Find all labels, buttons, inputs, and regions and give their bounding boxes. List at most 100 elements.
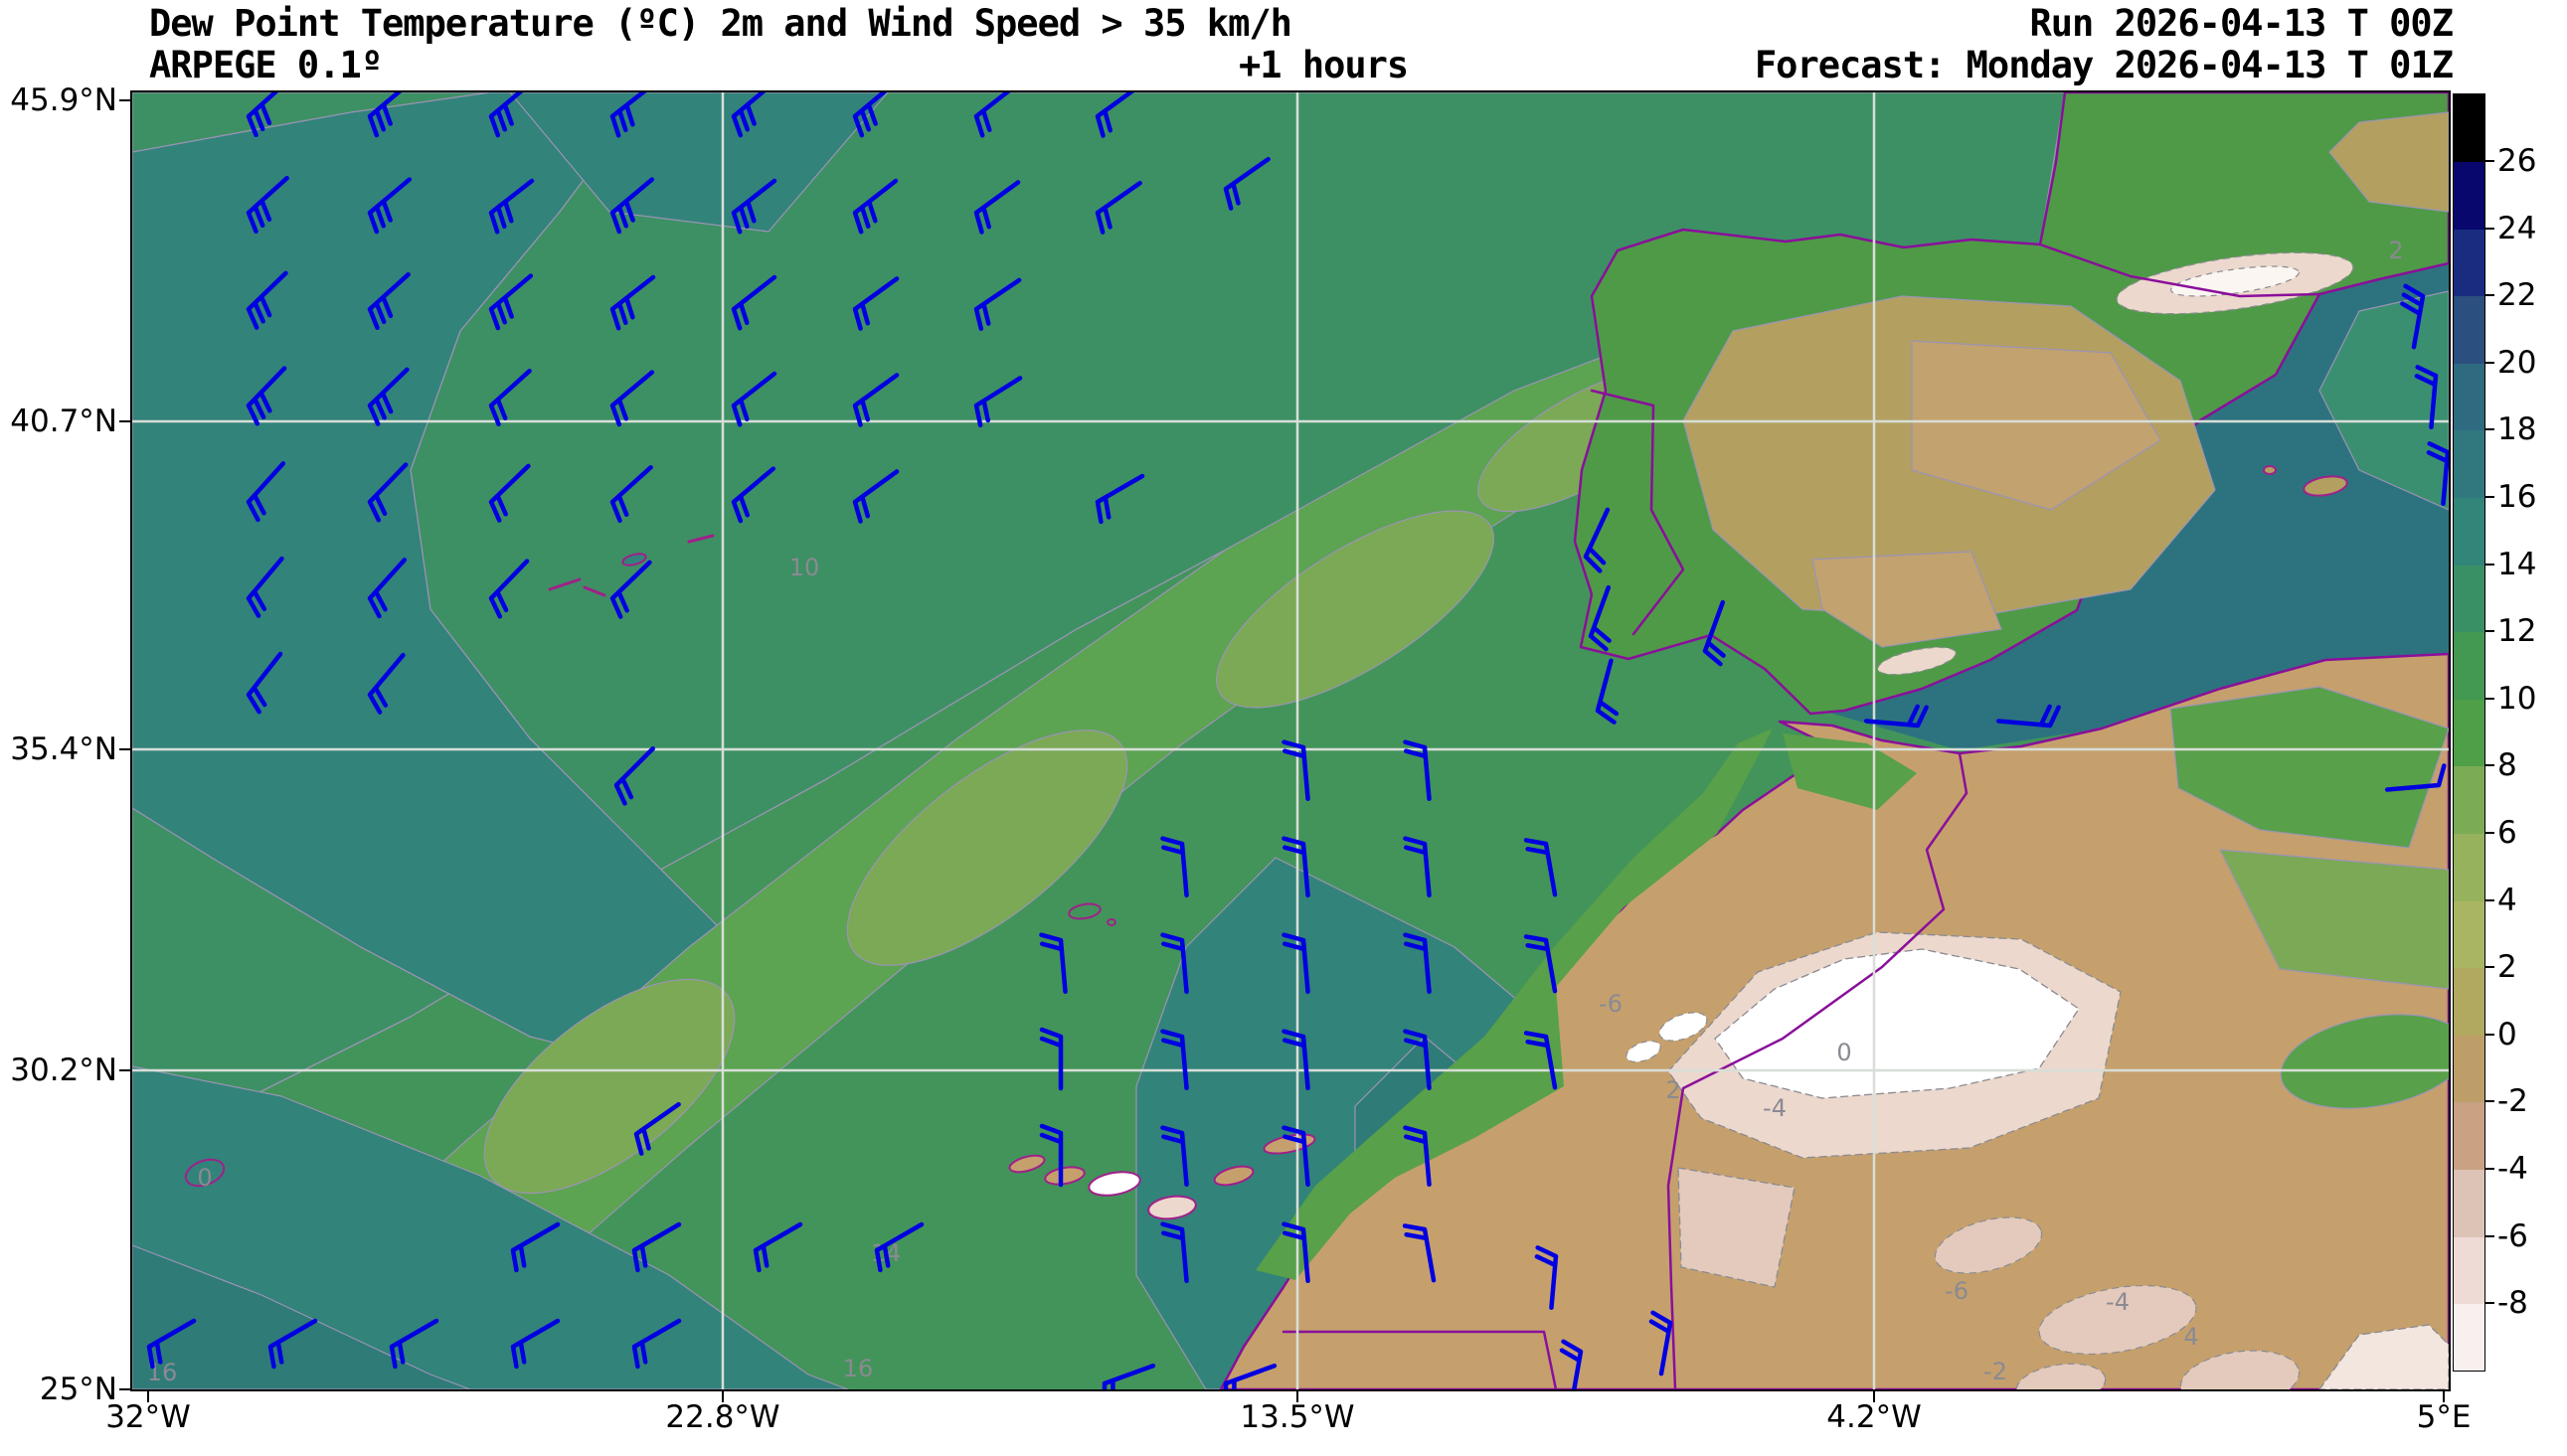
wind-barb: [1282, 739, 1310, 802]
map-region: [1213, 1165, 1255, 1187]
colorbar-tick-label: 8: [2497, 747, 2517, 784]
wind-barb: [631, 1221, 682, 1273]
map-region: [1714, 948, 2080, 1099]
map-region: [1282, 1330, 1558, 1389]
wind-barb: [633, 1101, 681, 1156]
wind-barb: [609, 274, 656, 331]
map-region: [548, 534, 715, 597]
colorbar-tick-mark: [2484, 227, 2494, 230]
map-region: [1088, 1171, 1141, 1197]
wind-barb: [1648, 1310, 1673, 1376]
map-region: [1147, 1195, 1197, 1220]
map-region: [1666, 751, 1968, 1389]
wind-barb: [631, 1318, 682, 1370]
x-tick-label: 5°E: [2416, 1399, 2472, 1435]
wind-barb: [609, 92, 656, 138]
wind-barb: [246, 175, 289, 235]
map-region: [2318, 1324, 2449, 1389]
wind-barb: [1223, 156, 1271, 211]
wind-barb: [1160, 1029, 1189, 1091]
wind-barb: [1403, 739, 1432, 802]
colorbar-segment: [2454, 94, 2484, 162]
colorbar-tick-mark: [2484, 294, 2494, 297]
wind-barb: [1402, 1223, 1437, 1283]
wind-barb: [1282, 1221, 1310, 1284]
wind-barb: [1039, 1123, 1064, 1188]
wind-barb: [267, 1318, 318, 1370]
colorbar-tick-label: 4: [2497, 882, 2517, 918]
wind-barb: [488, 92, 534, 138]
colorbar-tick-label: 22: [2497, 277, 2537, 314]
y-tick-mark: [119, 748, 130, 750]
wind-barb: [613, 745, 656, 806]
colorbar-tick-mark: [2484, 764, 2494, 767]
colorbar-tick-label: 24: [2497, 210, 2537, 246]
y-tick-mark: [119, 99, 130, 101]
colorbar-tick-mark: [2484, 1234, 2494, 1237]
colorbar-tick-label: -4: [2497, 1151, 2528, 1187]
wind-barb: [2400, 283, 2426, 350]
wind-barb: [731, 466, 776, 524]
map-region: [2303, 475, 2348, 497]
wind-barb: [367, 652, 406, 715]
wind-barb: [1995, 704, 2061, 728]
map-canvas: 16 16 14 10 0 -4 0 2 -6 -4 -6 -2 4 2: [130, 90, 2451, 1391]
wind-barb: [510, 1318, 561, 1370]
map-region: [846, 729, 1128, 966]
wind-barb: [1595, 658, 1620, 725]
wind-barb: [1039, 932, 1068, 995]
wind-barb: [609, 177, 655, 235]
wind-barb: [731, 274, 777, 331]
colorbar-tick-label: 0: [2497, 1016, 2517, 1052]
map-region: [2169, 686, 2449, 849]
contour-label: 16: [843, 1355, 874, 1382]
wind-barb: [1160, 1221, 1189, 1284]
wind-barb: [2414, 365, 2439, 430]
wind-barb: [1523, 934, 1558, 994]
wind-barb: [367, 462, 409, 523]
wind-barb: [1583, 507, 1611, 573]
colorbar-tick-label: -8: [2497, 1285, 2528, 1322]
map-region: [483, 978, 736, 1195]
map-region: [2328, 111, 2449, 213]
colorbar-tick-mark: [2484, 428, 2494, 431]
map-region: [1068, 902, 1102, 920]
colorbar: [2453, 93, 2485, 1372]
map-region: [132, 92, 779, 1077]
x-tick-label: 32°W: [105, 1399, 191, 1435]
colorbar-segment: [2454, 1304, 2484, 1372]
wind-barb: [367, 92, 413, 138]
contour-label: 10: [789, 554, 820, 581]
wind-barb: [488, 368, 532, 427]
wind-barb: [1282, 836, 1310, 898]
colorbar-tick-mark: [2484, 898, 2494, 901]
wind-barb: [367, 558, 408, 619]
wind-barb: [2426, 441, 2449, 507]
y-tick-label: 45.9°N: [10, 82, 117, 118]
wind-barb: [1282, 1125, 1310, 1188]
colorbar-tick-label: 18: [2497, 411, 2537, 448]
colorbar-tick-label: 26: [2497, 143, 2537, 179]
wind-barb: [1702, 599, 1726, 667]
x-tick-mark: [2443, 1391, 2445, 1402]
map-region: [184, 1158, 226, 1188]
map-region: [1811, 551, 2002, 648]
colorbar-segment: [2454, 498, 2484, 566]
map-region: [1911, 340, 2161, 511]
map-region: [621, 553, 647, 566]
map-region: [2263, 465, 2277, 475]
wind-barb: [488, 559, 530, 619]
wind-barb: [1523, 1031, 1558, 1090]
wind-barb: [1403, 836, 1432, 898]
colorbar-segment: [2454, 699, 2484, 767]
map-region: [2038, 243, 2321, 298]
colorbar-segment: [2454, 1102, 2484, 1170]
colorbar-tick-mark: [2484, 1100, 2494, 1103]
colorbar-segment: [2454, 1236, 2484, 1305]
wind-barb: [367, 177, 413, 235]
y-tick-label: 25°N: [39, 1372, 117, 1407]
y-tick-mark: [119, 1388, 130, 1390]
map-region: [1107, 918, 1116, 926]
map-region: [2015, 1363, 2107, 1389]
